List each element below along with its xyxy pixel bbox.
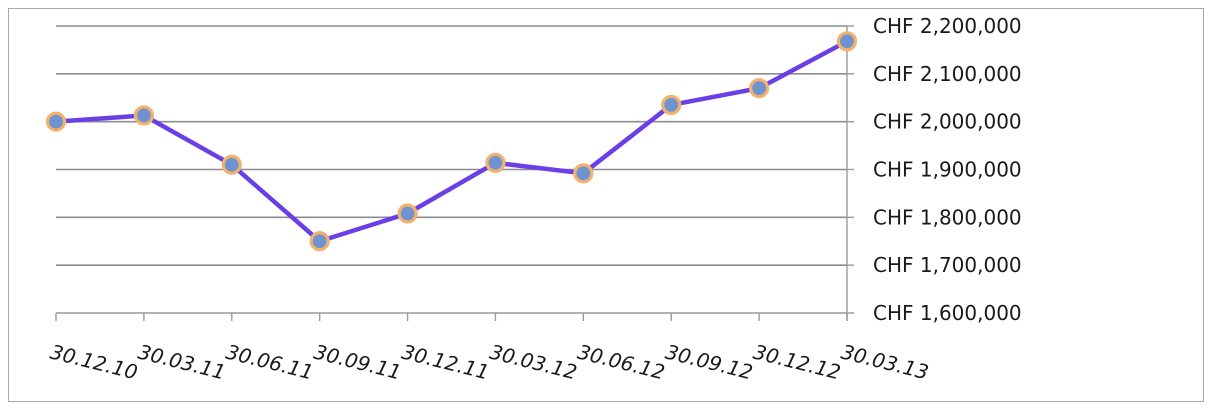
x-tick-label: 30.09.12 [663, 340, 755, 385]
data-point [221, 154, 242, 175]
x-tick-labels: 30.12.1030.03.1130.06.1130.09.1130.12.11… [48, 340, 931, 385]
data-point [133, 105, 154, 126]
x-tick-label: 30.12.10 [48, 340, 140, 385]
data-point [45, 111, 67, 132]
data-point [836, 31, 858, 52]
y-tick-label: CHF 2,100,000 [873, 62, 1022, 86]
gridlines [56, 25, 847, 266]
data-point [309, 231, 330, 252]
x-tick-label: 30.03.13 [839, 340, 931, 385]
line-chart: CHF 1,600,000 CHF 1,700,000 CHF 1,800,000 C… [45, 14, 1022, 385]
x-tick-label: 30.03.11 [136, 340, 228, 385]
data-point [749, 78, 770, 99]
x-tick-label: 30.06.12 [575, 340, 667, 385]
series-line-layer [53, 39, 850, 244]
data-point [573, 163, 594, 184]
x-tick-label: 30.12.12 [751, 340, 843, 385]
chart-frame: CHF 1,600,000 CHF 1,700,000 CHF 1,800,000 C… [8, 8, 1204, 402]
axes [55, 25, 854, 321]
y-tick-label: CHF 1,700,000 [873, 253, 1022, 277]
data-point [485, 152, 506, 173]
data-markers [45, 31, 858, 252]
y-tick-label: CHF 2,200,000 [873, 14, 1022, 38]
series-line [53, 39, 850, 244]
y-tick-label: CHF 2,000,000 [873, 110, 1022, 134]
data-point [397, 203, 418, 224]
x-tick-label: 30.12.11 [399, 340, 491, 385]
data-point [661, 94, 682, 116]
x-tick-label: 30.03.12 [487, 340, 579, 385]
x-tick-label: 30.09.11 [311, 340, 403, 385]
y-tick-label: CHF 1,800,000 [873, 205, 1022, 229]
y-tick-label: CHF 1,900,000 [873, 158, 1022, 182]
y-tick-label: CHF 1,600,000 [873, 301, 1022, 325]
x-tick-label: 30.06.11 [224, 340, 316, 385]
y-tick-labels: CHF 1,600,000 CHF 1,700,000 CHF 1,800,000 C… [873, 14, 1022, 325]
